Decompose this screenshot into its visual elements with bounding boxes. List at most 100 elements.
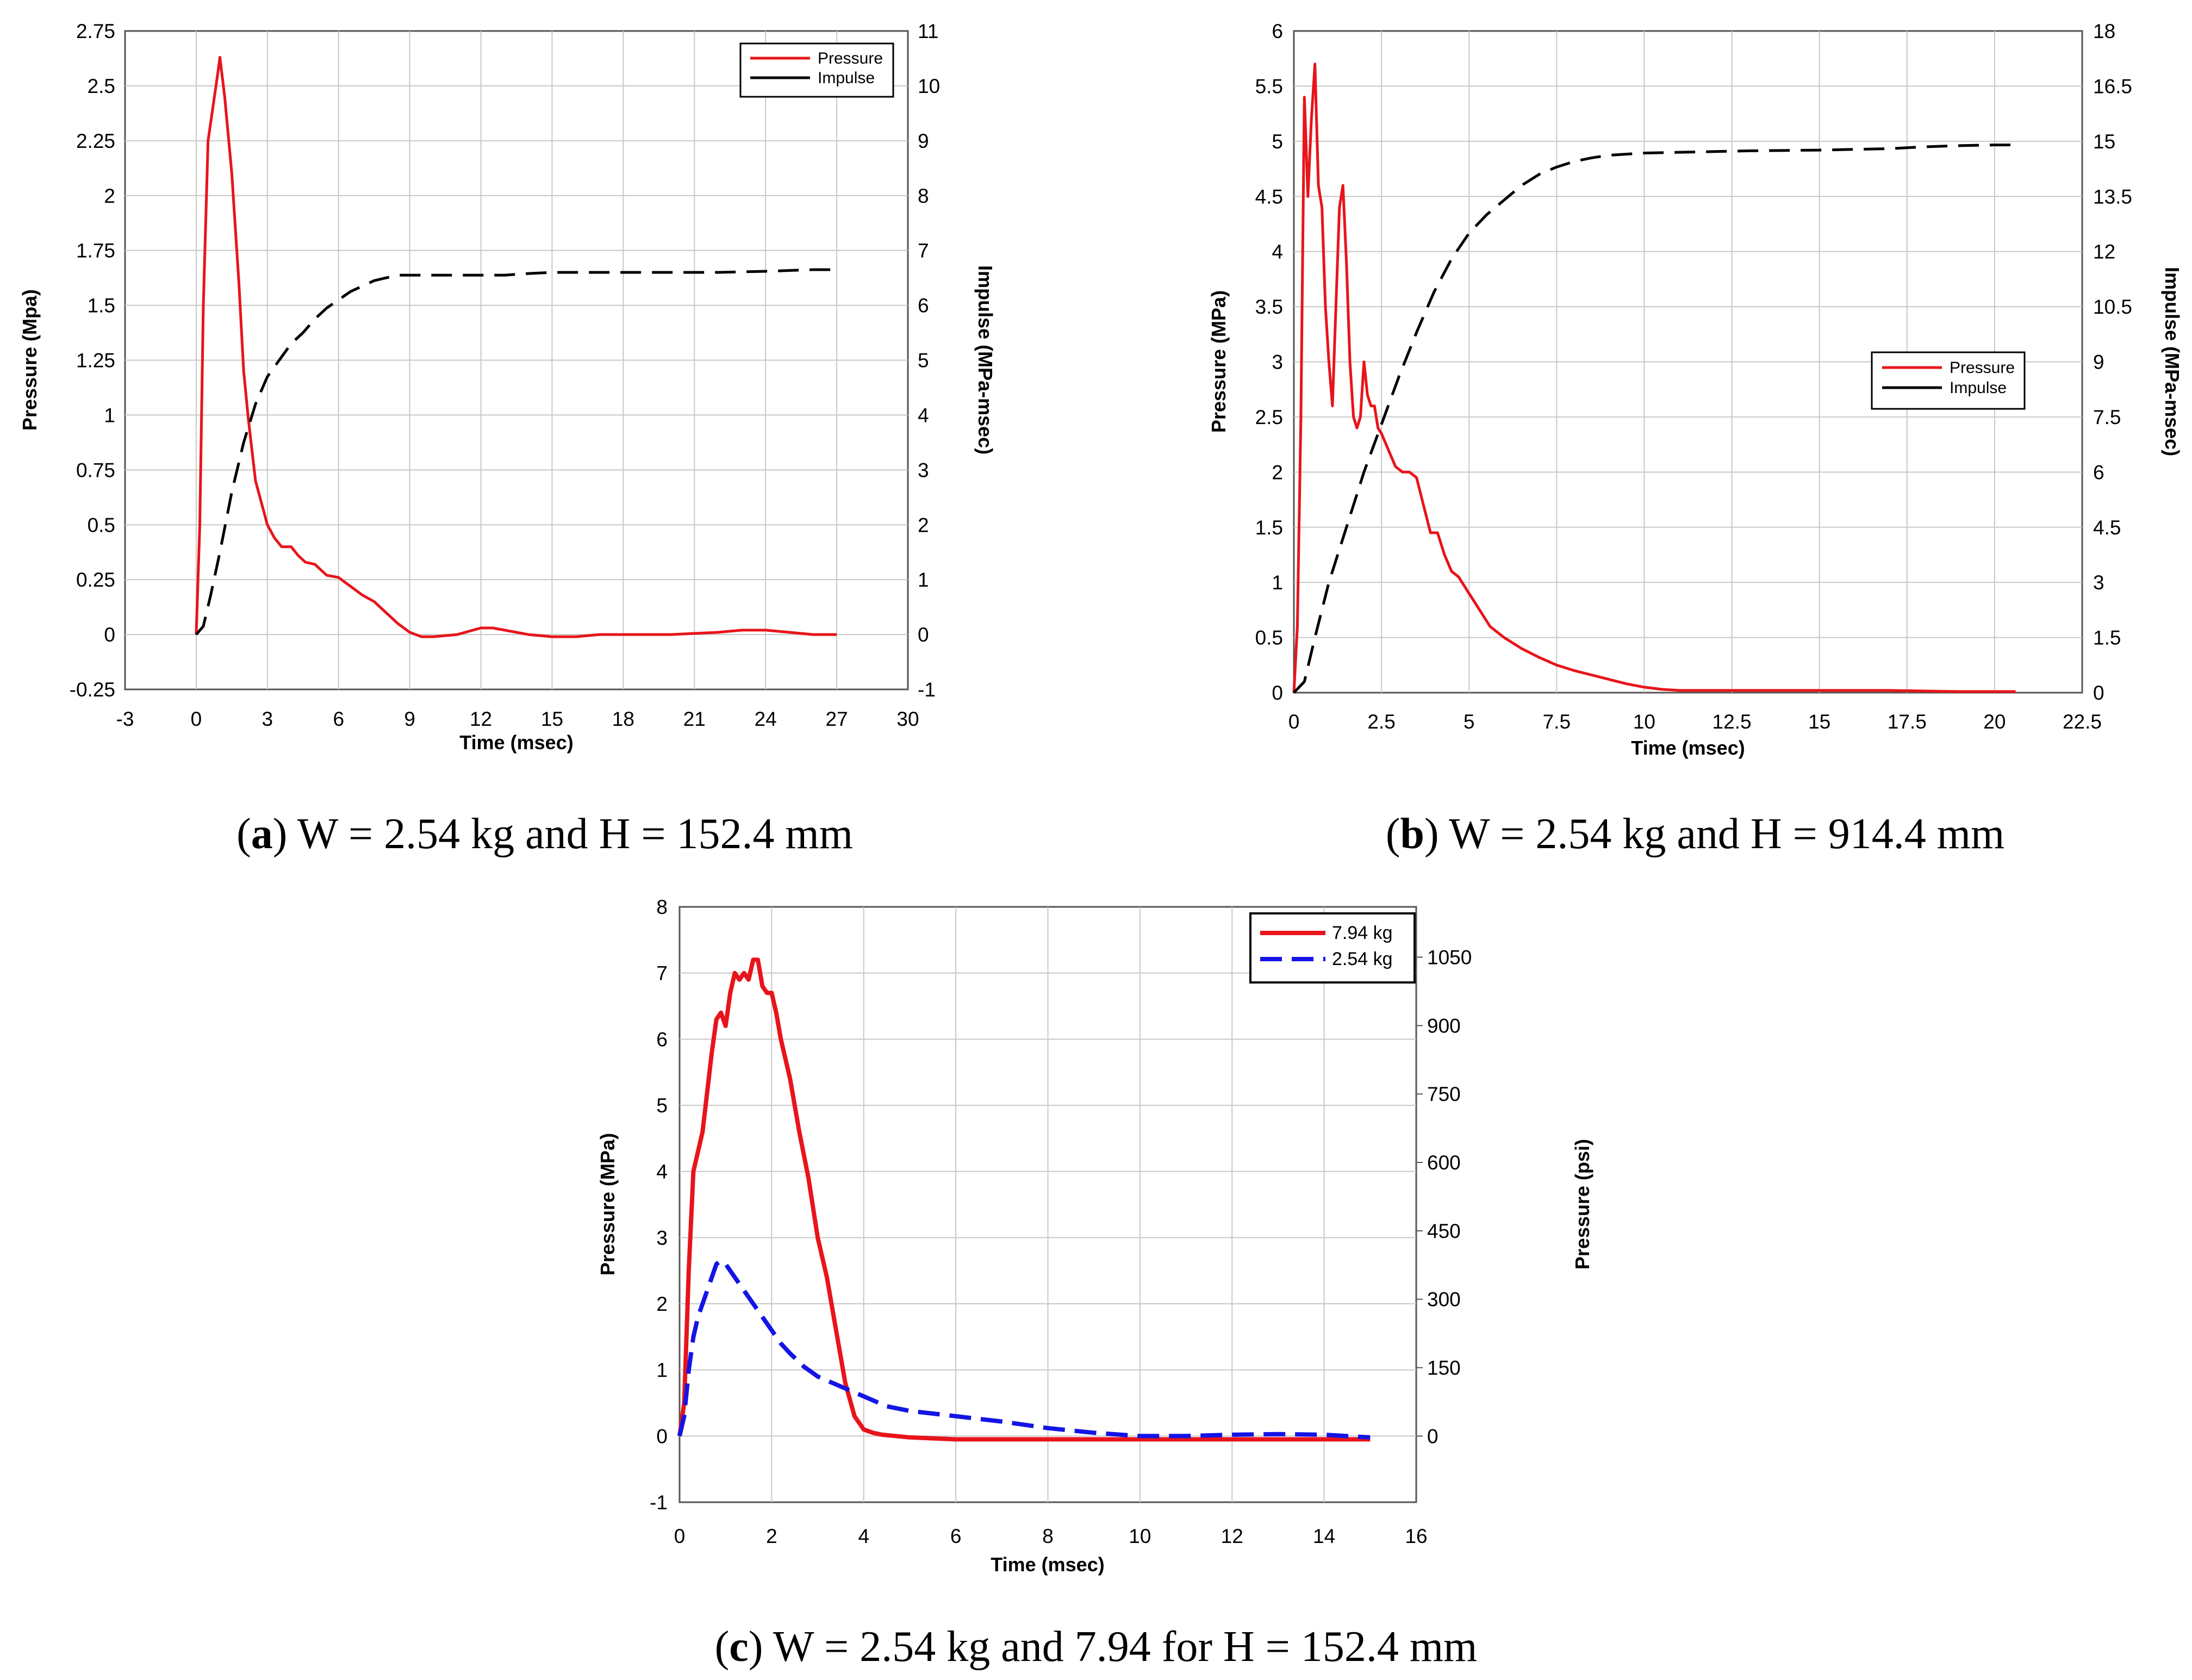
- x-tick-label: 12: [1221, 1525, 1243, 1547]
- y-tick-label: 0.5: [88, 514, 115, 536]
- y-tick-label: 3.5: [1255, 296, 1283, 318]
- legend-box-b: [1871, 351, 2026, 410]
- y-tick-label: 4: [656, 1161, 668, 1183]
- y-tick-label: 3: [656, 1227, 668, 1249]
- y-tick-label: 1.25: [76, 350, 115, 372]
- y-tick-label: 2.5: [88, 75, 115, 97]
- legend-label-impulse-a: Impulse: [818, 69, 875, 87]
- y-tick-label: 2.25: [76, 130, 115, 152]
- y2-tick-label: 2: [918, 514, 929, 536]
- x-ticks-b: 0 2.5 5 7.5 10 12.5 15 17.5 20 22.5: [1288, 711, 2102, 733]
- x-ticks-c: 0 2 4 6 8 10 12 14 16: [674, 1525, 1428, 1547]
- caption-b-text: W = 2.54 kg and H = 914.4 mm: [1449, 810, 2004, 858]
- y-tick-label: -1: [650, 1491, 668, 1514]
- x-tick-label: 21: [683, 708, 706, 730]
- y2-tick-label: 0: [918, 624, 929, 646]
- x-tick-label: 15: [1808, 711, 1830, 733]
- legend-c: 7.94 kg 2.54 kg: [1249, 912, 1416, 984]
- y2-axis-label-b: Impulse (MPa-msec): [2161, 267, 2183, 456]
- x-tick-label: 3: [262, 708, 273, 730]
- series-line-pressure: [1292, 63, 2016, 693]
- x-tick-label: 27: [826, 708, 848, 730]
- legend-b: Pressure Impulse: [1871, 351, 2026, 410]
- x-tick-label: 14: [1313, 1525, 1335, 1547]
- y2-tick-label: 4: [918, 404, 929, 426]
- y2-tick-label: 10.5: [2093, 296, 2132, 318]
- y-tick-label: 5.5: [1255, 75, 1283, 97]
- y2-tick-label: 300: [1427, 1289, 1461, 1311]
- y-tick-label: 1: [1272, 571, 1283, 594]
- caption-c-letter: c: [729, 1623, 749, 1671]
- x-tick-label: 30: [896, 708, 919, 730]
- y-tick-label: 0: [656, 1425, 668, 1447]
- x-tick-label: 6: [333, 708, 344, 730]
- x-axis-label-a: Time (msec): [459, 731, 573, 754]
- y2-tick-label: 1050: [1427, 947, 1472, 969]
- legend-label-impulse-b: Impulse: [1950, 379, 2007, 397]
- x-tick-label: 17.5: [1888, 711, 1927, 733]
- y2-tick-label: 12: [2093, 241, 2115, 263]
- y-axis-label-a: Pressure (Mpa): [18, 289, 41, 431]
- y-tick-label: 0: [1272, 682, 1283, 704]
- x-tick-label: 4: [858, 1525, 869, 1547]
- x-tick-label: 7.5: [1543, 711, 1571, 733]
- y2-tick-label: 7.5: [2093, 406, 2121, 428]
- series-line-7-94-kg: [677, 957, 1371, 1442]
- series-a: [195, 55, 837, 638]
- y-tick-label: -0.25: [70, 679, 115, 701]
- y-tick-label: 0: [104, 624, 115, 646]
- x-tick-label: 10: [1633, 711, 1655, 733]
- y2-tick-label: 9: [2093, 351, 2104, 374]
- x-tick-label: 20: [1983, 711, 2006, 733]
- legend-a: Pressure Impulse: [739, 42, 894, 98]
- y2-tick-label: 8: [918, 185, 929, 207]
- y-axis-label-b: Pressure (MPa): [1207, 290, 1230, 433]
- x-tick-label: 5: [1464, 711, 1475, 733]
- chart-panel-b: 0 2.5 5 7.5 10 12.5 15 17.5 20 22.5 00.511.522.53…: [1207, 20, 2183, 759]
- y2-ticks-b: 0 1.5 3 4.5 6 7.5 9 10.5 12 13.5 15 16.5 18: [2093, 20, 2132, 704]
- y-tick-label: 2: [1272, 461, 1283, 483]
- y-ticks-b: 0 0.5 1 1.5 2 2.5 3 3.5 4 4.5 5 5.5 6: [1255, 20, 1283, 704]
- grid-b: [1294, 31, 2082, 693]
- y-tick-label: 0.25: [76, 569, 115, 591]
- legend-label-254-c: 2.54 kg: [1332, 949, 1393, 969]
- legend-box-a: [739, 42, 894, 98]
- y-ticks-c: -1 0 1 2 3 4 5 6 7 8: [650, 896, 668, 1514]
- y2-tick-label: 15: [2093, 130, 2115, 153]
- y2-tick-label: 7: [918, 240, 929, 262]
- y2-tick-label: 3: [918, 459, 929, 481]
- y2-tick-label: 3: [2093, 571, 2104, 594]
- y2-tick-label: 6: [2093, 461, 2104, 483]
- y2-tick-label: 750: [1427, 1083, 1461, 1105]
- y-tick-label: 6: [656, 1028, 668, 1050]
- caption-b: (b) W = 2.54 kg and H = 914.4 mm: [1386, 810, 2004, 858]
- y2-tick-label: 6: [918, 295, 929, 317]
- y-tick-label: 2.5: [1255, 406, 1283, 428]
- x-ticks-a: -3 0 3 6 9 12 15 18 21 24 27 30: [116, 708, 919, 730]
- y-axis-label-c: Pressure (MPa): [596, 1133, 619, 1275]
- y-tick-label: 5: [1272, 130, 1283, 153]
- y2-tick-label: 1.5: [2093, 627, 2121, 649]
- series-line-impulse: [195, 268, 837, 636]
- y2-tick-label: 0: [1427, 1425, 1438, 1447]
- x-tick-label: 15: [541, 708, 563, 730]
- series-line-2-54-kg: [677, 1258, 1371, 1440]
- x-tick-label: 0: [674, 1525, 686, 1547]
- y-tick-label: 1.5: [88, 295, 115, 317]
- x-tick-label: 8: [1042, 1525, 1054, 1547]
- y2-tick-label: 900: [1427, 1015, 1461, 1037]
- x-axis-label-b: Time (msec): [1631, 737, 1745, 759]
- y2-tick-label: 13.5: [2093, 185, 2132, 208]
- y2-tick-label: 450: [1427, 1220, 1461, 1242]
- y2-axis-label-a: Impulse (MPa-msec): [974, 265, 997, 455]
- legend-box-c: [1249, 912, 1416, 984]
- x-tick-label: 9: [404, 708, 415, 730]
- y2-tick-label: 150: [1427, 1357, 1461, 1379]
- x-tick-label: 18: [612, 708, 634, 730]
- x-tick-label: 0: [191, 708, 202, 730]
- y2-tick-label: 600: [1427, 1152, 1461, 1174]
- x-tick-label: 6: [950, 1525, 962, 1547]
- y-tick-label: 1.5: [1255, 517, 1283, 539]
